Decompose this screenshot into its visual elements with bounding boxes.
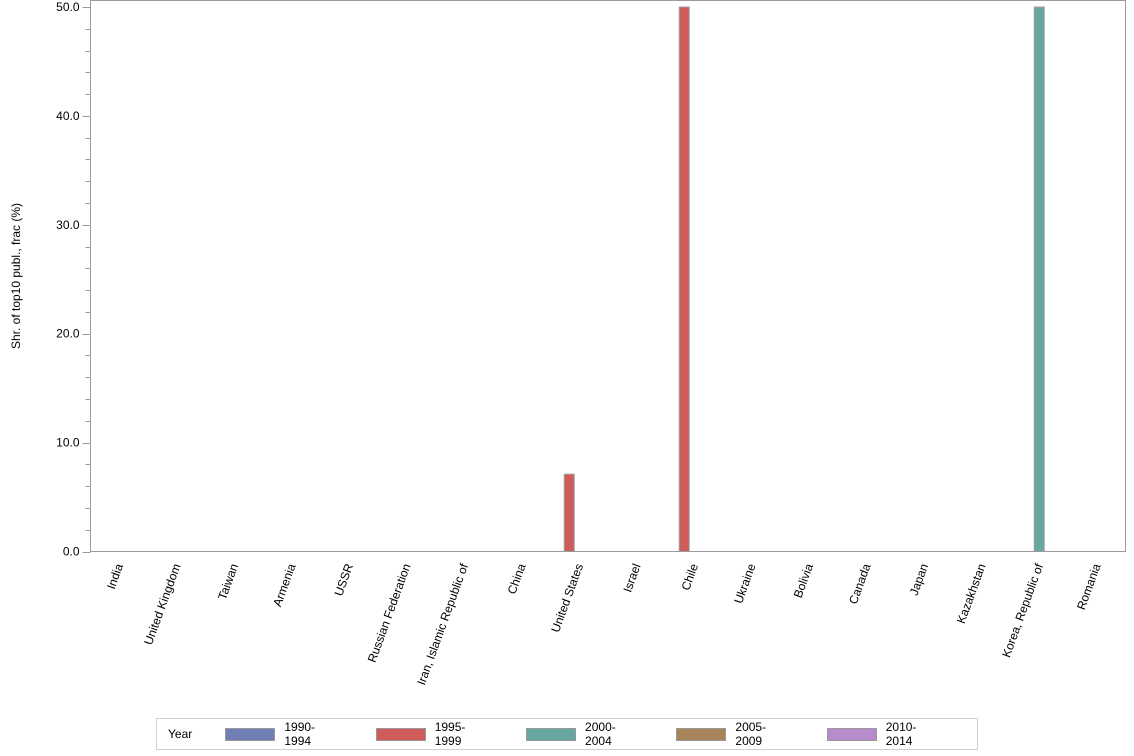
x-tick-label: Ukraine bbox=[731, 561, 758, 605]
y-tick-label: 50.0 bbox=[56, 0, 80, 14]
legend-label: 2010-2014 bbox=[885, 720, 917, 748]
y-tick-label: 20.0 bbox=[56, 327, 80, 341]
x-tick-label: Russian Federation bbox=[365, 562, 414, 665]
bar bbox=[1033, 6, 1045, 552]
x-tick-label: Romania bbox=[1074, 561, 1104, 611]
y-tick-label: 40.0 bbox=[56, 109, 80, 123]
legend-swatch bbox=[375, 727, 426, 741]
legend-title: Year bbox=[168, 727, 193, 741]
legend-items: 1990-1994 1995-1999 2000-2004 2005-2009 2010… bbox=[225, 720, 977, 748]
x-tick-label: Canada bbox=[846, 561, 874, 606]
x-tick-label: Japan bbox=[907, 562, 931, 598]
legend-label: 1995-1999 bbox=[434, 720, 466, 748]
legend: Year 1990-1994 1995-1999 2000-2004 2005-200… bbox=[156, 718, 978, 750]
legend-item: 1995-1999 bbox=[375, 720, 490, 748]
legend-item: 2010-2014 bbox=[826, 720, 941, 748]
x-tick-label: Korea, Republic of bbox=[999, 561, 1046, 659]
y-tick-label: 10.0 bbox=[56, 436, 80, 450]
bar bbox=[678, 6, 690, 552]
x-tick-label: Iran, Islamic Republic of bbox=[414, 561, 471, 687]
x-tick-label: Taiwan bbox=[215, 562, 241, 602]
legend-swatch bbox=[225, 727, 276, 741]
y-axis: 0.0 10.0 20.0 30.0 40.0 50.0 bbox=[56, 0, 91, 559]
x-tick-label: Chile bbox=[679, 561, 702, 592]
x-axis-labels: India United Kingdom Taiwan Armenia USSR Russ… bbox=[104, 561, 1104, 687]
x-tick-label: China bbox=[505, 561, 529, 596]
legend-swatch bbox=[676, 727, 727, 741]
x-tick-label: United Kingdom bbox=[141, 562, 183, 647]
x-tick-label: USSR bbox=[332, 561, 357, 597]
x-tick-label: Armenia bbox=[270, 561, 299, 608]
legend-label: 2005-2009 bbox=[735, 720, 767, 748]
x-tick-label: Israel bbox=[620, 562, 643, 594]
x-tick-label: Kazakhstan bbox=[954, 562, 989, 626]
plot-frame bbox=[90, 0, 1126, 552]
x-tick-label: India bbox=[104, 561, 126, 591]
x-tick-label: United States bbox=[548, 562, 586, 634]
y-tick-label: 0.0 bbox=[63, 545, 80, 559]
legend-label: 2000-2004 bbox=[585, 720, 616, 748]
legend-item: 2005-2009 bbox=[676, 720, 790, 748]
y-axis-title: Shr. of top10 publ., frac (%) bbox=[9, 202, 23, 350]
x-tick-label: Bolivia bbox=[791, 561, 816, 599]
bars bbox=[563, 6, 1045, 552]
legend-swatch bbox=[525, 727, 577, 741]
legend-item: 1990-1994 bbox=[225, 720, 339, 748]
legend-label: 1990-1994 bbox=[284, 720, 316, 748]
legend-swatch bbox=[826, 727, 877, 741]
bar bbox=[563, 473, 575, 552]
legend-item: 2000-2004 bbox=[525, 720, 640, 748]
y-tick-label: 30.0 bbox=[56, 218, 80, 232]
